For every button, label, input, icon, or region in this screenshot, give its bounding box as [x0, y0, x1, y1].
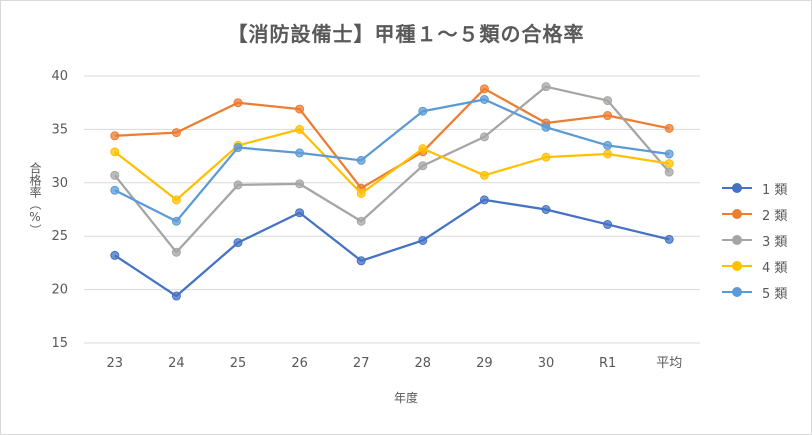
data-point	[418, 235, 428, 245]
data-point	[295, 148, 305, 158]
data-point	[664, 167, 674, 177]
data-point	[295, 179, 305, 189]
data-point	[356, 188, 366, 198]
legend-item: 3 類	[722, 227, 787, 253]
series-line	[113, 85, 671, 254]
data-point	[295, 104, 305, 114]
series-5	[110, 94, 674, 226]
data-point	[233, 143, 243, 153]
y-tick-label: 15	[51, 336, 68, 351]
data-point	[110, 250, 120, 260]
legend-label: 4 類	[762, 260, 788, 276]
data-point	[110, 170, 120, 180]
y-tick-label: 35	[51, 122, 68, 137]
y-tick-label: 40	[51, 69, 68, 84]
x-tick-label: 24	[168, 356, 185, 371]
data-point	[418, 161, 428, 171]
data-point	[233, 98, 243, 108]
legend-label: 3 類	[762, 234, 788, 250]
x-tick-label: 29	[476, 356, 493, 371]
x-tick-label: 26	[291, 356, 308, 371]
data-point	[664, 234, 674, 244]
legend-swatch	[722, 182, 752, 194]
chart-title: 【消防設備士】甲種１～５類の合格率	[227, 22, 585, 46]
data-point	[664, 123, 674, 133]
data-point	[356, 216, 366, 226]
x-tick-label: 27	[353, 356, 370, 371]
data-point	[541, 122, 551, 132]
legend-label: 2 類	[762, 208, 788, 224]
data-point	[479, 132, 489, 142]
x-tick-label: 25	[230, 356, 247, 371]
data-point	[603, 96, 613, 106]
data-point	[541, 82, 551, 92]
data-point	[110, 185, 120, 195]
data-point	[233, 180, 243, 190]
data-point	[233, 238, 243, 248]
legend: 1 類 2 類 3 類 4 類 5 類	[722, 175, 787, 305]
x-tick-label: 28	[415, 356, 432, 371]
data-point	[603, 219, 613, 229]
x-tick-label: R1	[599, 356, 616, 371]
data-point	[479, 195, 489, 205]
data-point	[418, 106, 428, 116]
legend-item: 4 類	[722, 253, 787, 279]
x-tick-label: 23	[107, 356, 124, 371]
data-point	[171, 195, 181, 205]
legend-item: 2 類	[722, 201, 787, 227]
x-axis-title: 年度	[393, 391, 418, 405]
data-point	[479, 84, 489, 94]
data-point	[171, 291, 181, 301]
legend-swatch	[722, 286, 752, 298]
series-1	[110, 195, 674, 301]
y-tick-label: 30	[51, 176, 68, 191]
series-line	[114, 128, 670, 202]
series-2	[110, 84, 674, 193]
data-point	[541, 205, 551, 214]
data-point	[110, 147, 120, 157]
data-point	[356, 155, 366, 165]
x-tick-label: 30	[538, 356, 555, 371]
series-4	[110, 124, 674, 205]
y-axis-title: 合格率（%）	[28, 162, 42, 236]
data-point	[171, 216, 181, 226]
data-point	[295, 124, 305, 134]
data-point	[295, 208, 305, 218]
data-point	[356, 256, 366, 266]
legend-swatch	[722, 208, 752, 220]
x-tick-label: 平均	[656, 356, 682, 371]
series-3	[110, 82, 674, 257]
data-point	[541, 152, 551, 162]
data-point	[664, 159, 674, 169]
data-point	[418, 144, 428, 154]
legend-label: 5 類	[762, 286, 788, 302]
data-point	[603, 111, 613, 121]
data-point	[110, 131, 120, 141]
legend-item: 5 類	[722, 279, 787, 305]
data-point	[603, 149, 613, 159]
y-tick-label: 25	[51, 229, 68, 244]
legend-item: 1 類	[722, 175, 787, 201]
y-tick-label: 20	[51, 283, 68, 298]
data-point	[479, 94, 489, 104]
series-line	[114, 198, 670, 298]
data-point	[479, 170, 489, 180]
data-point	[664, 149, 674, 159]
series-line	[114, 98, 670, 223]
legend-swatch	[722, 260, 752, 272]
data-point	[603, 140, 613, 150]
data-point	[171, 128, 181, 138]
data-point	[171, 247, 181, 257]
legend-swatch	[722, 234, 752, 246]
legend-label: 1 類	[762, 182, 788, 198]
